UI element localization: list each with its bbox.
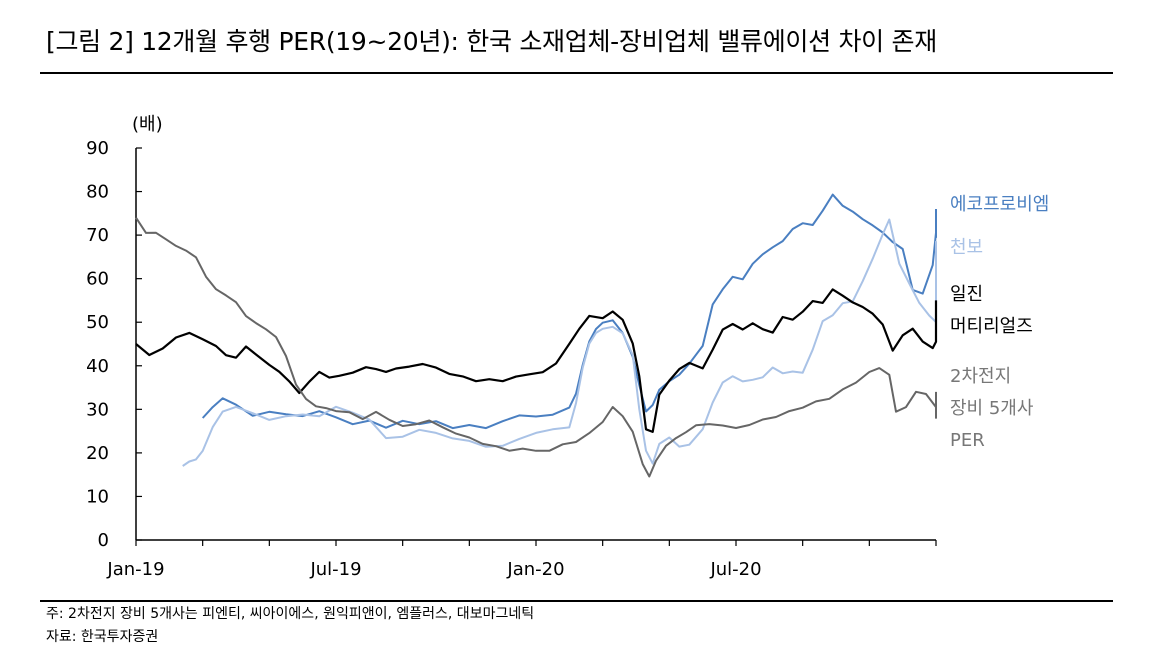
x-tick-label: Jan-19 bbox=[106, 559, 164, 580]
y-tick-label: 0 bbox=[98, 530, 109, 551]
legend-label-3: 일진 bbox=[950, 284, 983, 305]
legend-label-3: 머티리얼즈 bbox=[950, 316, 1033, 337]
chart-axes: 0 10 20 30 40 50 60 70 80 90 (배) Jan-19 Jul-19 Jan-20… bbox=[86, 114, 937, 580]
y-axis-unit-label: (배) bbox=[132, 114, 163, 135]
chart-series bbox=[135, 193, 938, 478]
chart-title: [그림 2] 12개월 후행 PER(19~20년): 한국 소재업체-장비업체… bbox=[46, 27, 937, 56]
x-tick-label: Jul-19 bbox=[309, 559, 361, 580]
legend-label-2: 천보 bbox=[950, 237, 983, 258]
top-rule bbox=[40, 72, 1113, 74]
y-tick-label: 30 bbox=[86, 399, 109, 420]
legend-label-1: 에코프로비엠 bbox=[950, 194, 1049, 215]
series-line-2 bbox=[182, 218, 937, 467]
y-tick-label: 20 bbox=[86, 443, 109, 464]
y-tick-label: 50 bbox=[86, 312, 109, 333]
x-tick-label: Jan-20 bbox=[506, 559, 564, 580]
series-line-3 bbox=[135, 288, 938, 433]
y-tick-label: 70 bbox=[86, 225, 109, 246]
series-line-4 bbox=[135, 217, 937, 478]
series-line-1 bbox=[201, 193, 937, 430]
footnote: 주: 2차전지 장비 5개사는 피엔티, 씨아이에스, 원익피앤이, 엠플러스,… bbox=[46, 606, 535, 622]
y-tick-label: 40 bbox=[86, 356, 109, 377]
legend-label-4: PER bbox=[950, 430, 985, 451]
y-tick-label: 10 bbox=[86, 486, 109, 507]
y-tick-label: 60 bbox=[86, 269, 109, 290]
source-note: 자료: 한국투자증권 bbox=[46, 629, 159, 645]
x-tick-label: Jul-20 bbox=[709, 559, 761, 580]
y-tick-label: 90 bbox=[86, 138, 109, 159]
y-tick-label: 80 bbox=[86, 182, 109, 203]
legend-label-4: 2차전지 bbox=[950, 366, 1011, 387]
line-chart: 0 10 20 30 40 50 60 70 80 90 (배) Jan-19 Jul-19 Jan-20… bbox=[86, 114, 1049, 580]
legend-label-4: 장비 5개사 bbox=[950, 398, 1034, 419]
bottom-rule bbox=[40, 600, 1113, 602]
